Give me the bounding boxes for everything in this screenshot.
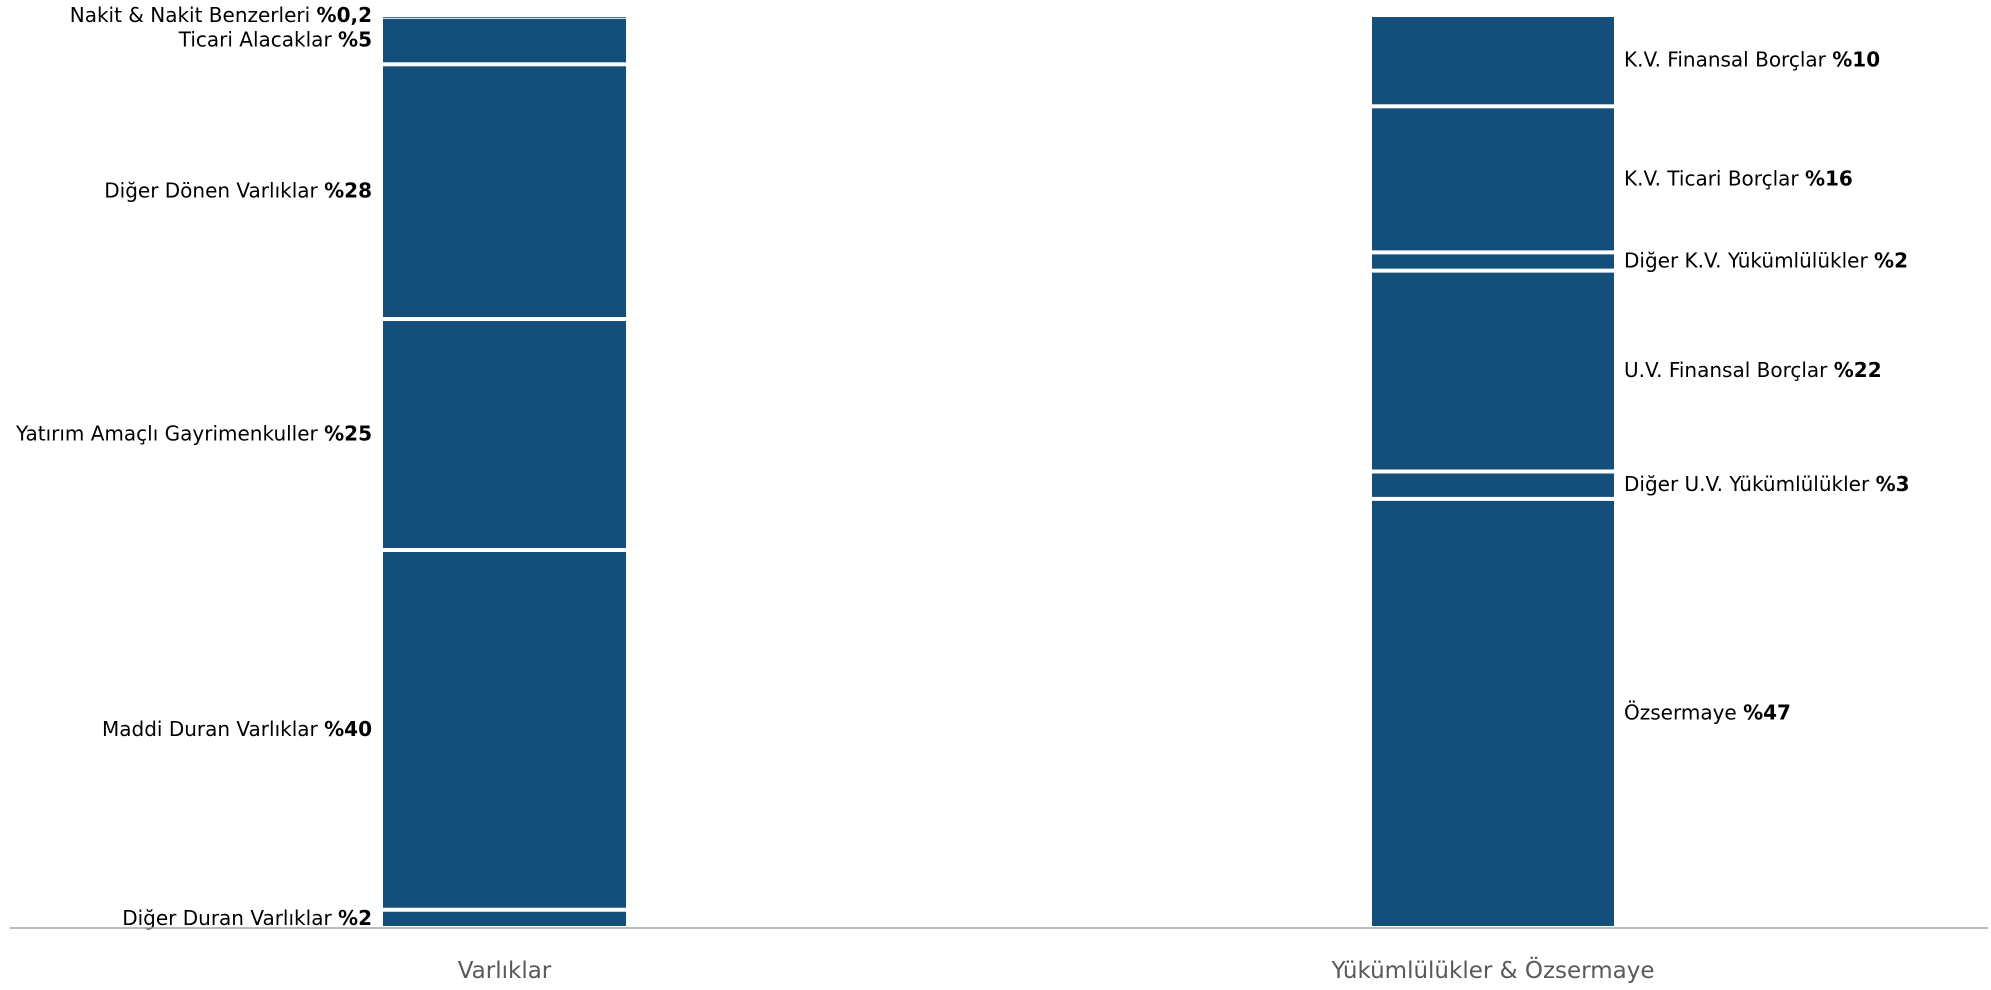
segment-label-name: Maddi Duran Varlıklar (102, 716, 324, 740)
segment-label-nakit-nakit-benzerleri: Nakit & Nakit Benzerleri %0,2 (70, 2, 372, 26)
segment-label-diger-k-v-yukumlulukler: Diğer K.V. Yükümlülükler %2 (1624, 248, 1908, 272)
bar-segment-nakit-nakit-benzerleri (383, 17, 626, 18)
segment-label-value: %5 (338, 27, 372, 51)
segment-label-value: %0,2 (317, 2, 372, 26)
segment-label-diger-donen-varliklar: Diğer Dönen Varlıklar %28 (104, 178, 372, 202)
segment-label-ozsermaye: Özsermaye %47 (1624, 700, 1791, 724)
segment-label-value: %16 (1805, 166, 1853, 190)
segment-label-name: U.V. Finansal Borçlar (1624, 358, 1834, 382)
segment-label-name: K.V. Finansal Borçlar (1624, 47, 1832, 71)
bar-segment-k-v-ticari-borclar (1372, 108, 1614, 251)
bar-segment-diger-donen-varliklar (383, 66, 626, 318)
bar-segment-u-v-finansal-borclar (1372, 272, 1614, 470)
segment-label-name: Ticari Alacaklar (178, 27, 338, 51)
segment-label-name: Yatırım Amaçlı Gayrimenkuller (15, 421, 324, 445)
segment-label-value: %2 (338, 905, 372, 929)
bar-segment-k-v-finansal-borclar (1372, 17, 1614, 105)
segment-label-yatirim-amacli-gayrimenkuller: Yatırım Amaçlı Gayrimenkuller %25 (15, 421, 372, 445)
segment-label-name: K.V. Ticari Borçlar (1624, 166, 1805, 190)
segment-label-value: %25 (324, 421, 372, 445)
segment-labels-layer: Diğer Duran Varlıklar %2 Maddi Duran Varl… (15, 2, 1910, 929)
bar-segment-yatirim-amacli-gayrimenkuller (383, 321, 626, 549)
category-label-yukumlulukler-ozsermaye: Yükümlülükler & Özsermaye (1330, 956, 1654, 984)
segment-label-k-v-ticari-borclar: K.V. Ticari Borçlar %16 (1624, 166, 1853, 190)
segment-label-value: %10 (1832, 47, 1880, 71)
segment-label-name: Diğer Duran Varlıklar (122, 905, 338, 929)
bar-segment-maddi-duran-varliklar (383, 552, 626, 908)
segment-label-value: %47 (1743, 700, 1791, 724)
segment-label-diger-u-v-yukumlulukler: Diğer U.V. Yükümlülükler %3 (1624, 472, 1910, 496)
bars-layer (383, 17, 1614, 926)
segment-label-k-v-finansal-borclar: K.V. Finansal Borçlar %10 (1624, 47, 1880, 71)
segment-label-name: Özsermaye (1624, 700, 1743, 724)
segment-label-name: Diğer U.V. Yükümlülükler (1624, 472, 1876, 496)
bar-segment-diger-u-v-yukumlulukler (1372, 473, 1614, 497)
segment-label-name: Diğer K.V. Yükümlülükler (1624, 248, 1874, 272)
segment-label-value: %28 (324, 178, 372, 202)
segment-label-value: %40 (324, 716, 372, 740)
segment-label-name: Diğer Dönen Varlıklar (104, 178, 324, 202)
bar-segment-diger-k-v-yukumlulukler (1372, 254, 1614, 269)
segment-label-value: %2 (1874, 248, 1908, 272)
segment-label-maddi-duran-varliklar: Maddi Duran Varlıklar %40 (102, 716, 372, 740)
segment-label-diger-duran-varliklar: Diğer Duran Varlıklar %2 (122, 905, 372, 929)
segment-label-u-v-finansal-borclar: U.V. Finansal Borçlar %22 (1624, 358, 1882, 382)
segment-label-value: %22 (1834, 358, 1882, 382)
category-label-varliklar: Varlıklar (458, 958, 552, 984)
bar-segment-diger-duran-varliklar (383, 911, 626, 926)
segment-label-value: %3 (1876, 472, 1910, 496)
bar-segment-ticari-alacaklar (383, 18, 626, 63)
category-labels-layer: Varlıklar Yükümlülükler & Özsermaye (458, 956, 1655, 984)
segment-label-name: Nakit & Nakit Benzerleri (70, 2, 317, 26)
segment-label-ticari-alacaklar: Ticari Alacaklar %5 (178, 27, 372, 51)
bar-segment-ozsermaye (1372, 500, 1614, 926)
